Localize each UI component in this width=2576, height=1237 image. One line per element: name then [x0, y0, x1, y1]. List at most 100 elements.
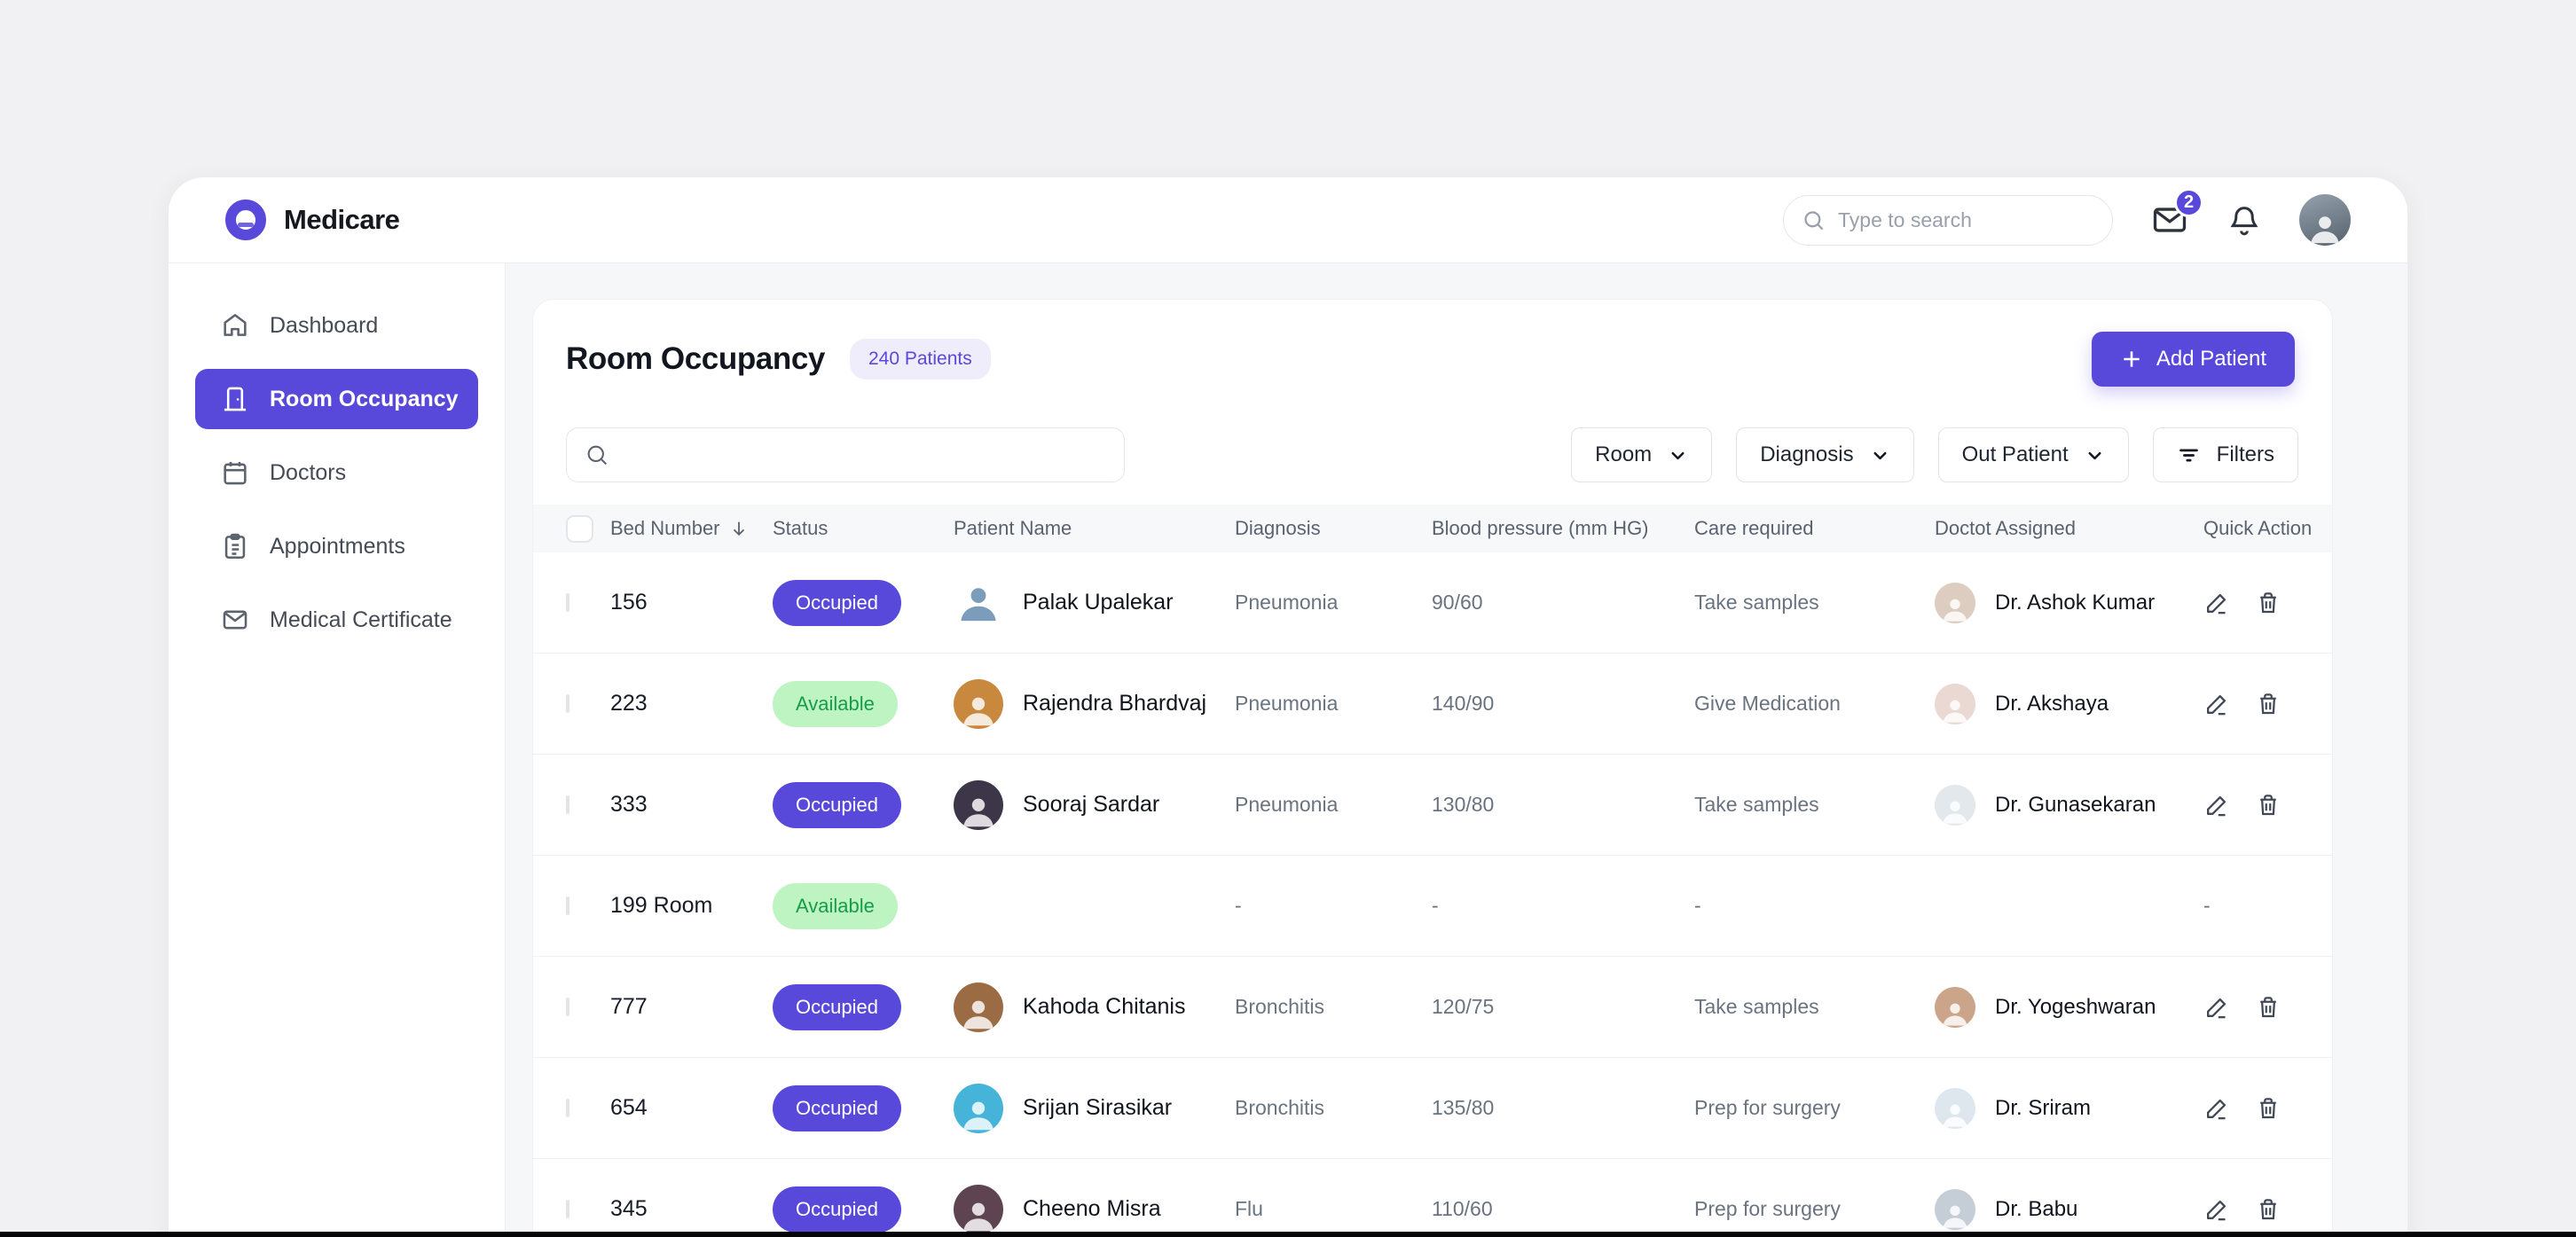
messages-button[interactable]: 2: [2150, 188, 2203, 239]
edit-button[interactable]: [2203, 791, 2231, 818]
room-dropdown[interactable]: Room: [1571, 427, 1713, 482]
add-patient-button[interactable]: Add Patient: [2091, 332, 2295, 387]
trash-icon: [2255, 590, 2281, 616]
patient-avatar: [954, 678, 1003, 729]
care-required-cell: Give Medication: [1694, 692, 1841, 715]
delete-button[interactable]: [2255, 691, 2281, 717]
trash-icon: [2255, 994, 2281, 1021]
edit-button[interactable]: [2203, 1195, 2231, 1223]
blood-pressure-cell: 135/80: [1432, 1096, 1495, 1119]
sidebar-item-room-occupancy[interactable]: Room Occupancy: [195, 369, 478, 429]
patient-name: Kahoda Chitanis: [1023, 994, 1186, 1019]
doctor-avatar: [1935, 784, 1975, 826]
search-icon: [1804, 210, 1824, 230]
notifications-button[interactable]: [2227, 202, 2262, 238]
mail-icon: [2153, 207, 2187, 232]
row-checkbox[interactable]: [566, 693, 569, 713]
brand: Medicare: [225, 200, 400, 240]
bed-number-cell: 654: [610, 1095, 648, 1120]
diagnosis-cell: Pneumonia: [1235, 793, 1339, 816]
topbar: Medicare 2: [169, 177, 2407, 263]
diagnosis-dropdown[interactable]: Diagnosis: [1736, 427, 1914, 482]
quick-action-cell: [2203, 690, 2323, 717]
patients-count-badge: 240 Patients: [849, 339, 991, 380]
status-badge: Occupied: [773, 579, 901, 626]
blood-pressure-cell: 140/90: [1432, 692, 1495, 715]
delete-button[interactable]: [2255, 792, 2281, 818]
page-title: Room Occupancy: [566, 341, 825, 376]
diagnosis-cell: Bronchitis: [1235, 995, 1324, 1018]
trash-icon: [2255, 1196, 2281, 1223]
table-row: 345 Occupied Cheeno Misra Flu 110/60 Pre…: [533, 1159, 2332, 1237]
pencil-icon: [2203, 993, 2231, 1021]
row-checkbox[interactable]: [566, 795, 569, 814]
bed-number-cell: 777: [610, 994, 648, 1019]
table-toolbar: Room Diagnosis Out Patient Filters: [533, 427, 2332, 482]
patient-name: Cheeno Misra: [1023, 1196, 1161, 1221]
doctor-cell: Dr. Babu: [1935, 1188, 2203, 1230]
patient-name: Rajendra Bhardvaj: [1023, 691, 1207, 716]
quick-action-cell: [2203, 589, 2323, 616]
row-checkbox[interactable]: [566, 1199, 569, 1218]
edit-button[interactable]: [2203, 589, 2231, 616]
trash-icon: [2255, 691, 2281, 717]
bed-number-cell: 333: [610, 792, 648, 817]
table-row: 333 Occupied Sooraj Sardar Pneumonia 130…: [533, 755, 2332, 856]
table-search-input[interactable]: [621, 442, 1106, 467]
door-icon: [220, 384, 250, 414]
home-icon: [220, 310, 250, 341]
trash-icon: [2255, 1095, 2281, 1122]
delete-button[interactable]: [2255, 994, 2281, 1021]
edit-button[interactable]: [2203, 690, 2231, 717]
sidebar-item-medical-certificate[interactable]: Medical Certificate: [195, 590, 478, 650]
delete-button[interactable]: [2255, 1196, 2281, 1223]
row-checkbox[interactable]: [566, 1098, 569, 1117]
global-search: [1783, 194, 2113, 246]
row-checkbox[interactable]: [566, 896, 569, 915]
dropdown-label: Room: [1595, 442, 1653, 466]
diagnosis-cell: Pneumonia: [1235, 692, 1339, 715]
edit-button[interactable]: [2203, 1094, 2231, 1122]
person-icon: [2311, 216, 2339, 244]
sort-down-icon: [733, 521, 744, 536]
select-all-checkbox[interactable]: [566, 514, 593, 543]
sidebar-item-label: Doctors: [270, 459, 347, 485]
envelope-icon: [220, 605, 250, 635]
user-avatar[interactable]: [2299, 194, 2351, 246]
patient-avatar: [954, 578, 1003, 628]
patient-avatar: [954, 779, 1003, 830]
doctor-name: Dr. Akshaya: [1995, 691, 2109, 716]
doctor-name: Dr. Ashok Kumar: [1995, 590, 2156, 615]
care-required-cell: -: [1694, 894, 1701, 917]
doctor-cell: Dr. Sriram: [1935, 1087, 2203, 1129]
search-icon: [587, 445, 608, 466]
column-header-bed-number[interactable]: Bed Number: [610, 517, 773, 540]
global-search-input[interactable]: [1838, 207, 2094, 232]
filters-button[interactable]: Filters: [2152, 427, 2298, 482]
doctor-name: Dr. Yogeshwaran: [1995, 994, 2156, 1019]
sidebar-item-appointments[interactable]: Appointments: [195, 516, 478, 576]
blood-pressure-cell: 90/60: [1432, 591, 1483, 614]
care-required-cell: Take samples: [1694, 995, 1819, 1018]
sidebar-item-doctors[interactable]: Doctors: [195, 442, 478, 503]
row-checkbox[interactable]: [566, 997, 569, 1016]
edit-button[interactable]: [2203, 993, 2231, 1021]
quick-action-cell: [2203, 993, 2323, 1021]
diagnosis-cell: Bronchitis: [1235, 1096, 1324, 1119]
bell-icon: [2230, 207, 2258, 236]
quick-action-cell: [2203, 791, 2323, 818]
sidebar-item-dashboard[interactable]: Dashboard: [195, 295, 478, 356]
bed-number-cell: 223: [610, 691, 648, 716]
delete-button[interactable]: [2255, 1095, 2281, 1122]
delete-button[interactable]: [2255, 590, 2281, 616]
blood-pressure-cell: -: [1432, 894, 1439, 917]
doctor-cell: Dr. Ashok Kumar: [1935, 582, 2203, 623]
dropdown-label: Out Patient: [1961, 442, 2069, 466]
quick-action-cell: [2203, 1094, 2323, 1122]
row-checkbox[interactable]: [566, 592, 569, 612]
doctor-avatar: [1935, 1087, 1975, 1129]
messages-count-badge: 2: [2174, 188, 2203, 217]
out-patient-dropdown[interactable]: Out Patient: [1937, 427, 2129, 482]
status-badge: Available: [773, 882, 898, 929]
room-occupancy-card: Room Occupancy 240 Patients Add Patient …: [532, 299, 2333, 1237]
